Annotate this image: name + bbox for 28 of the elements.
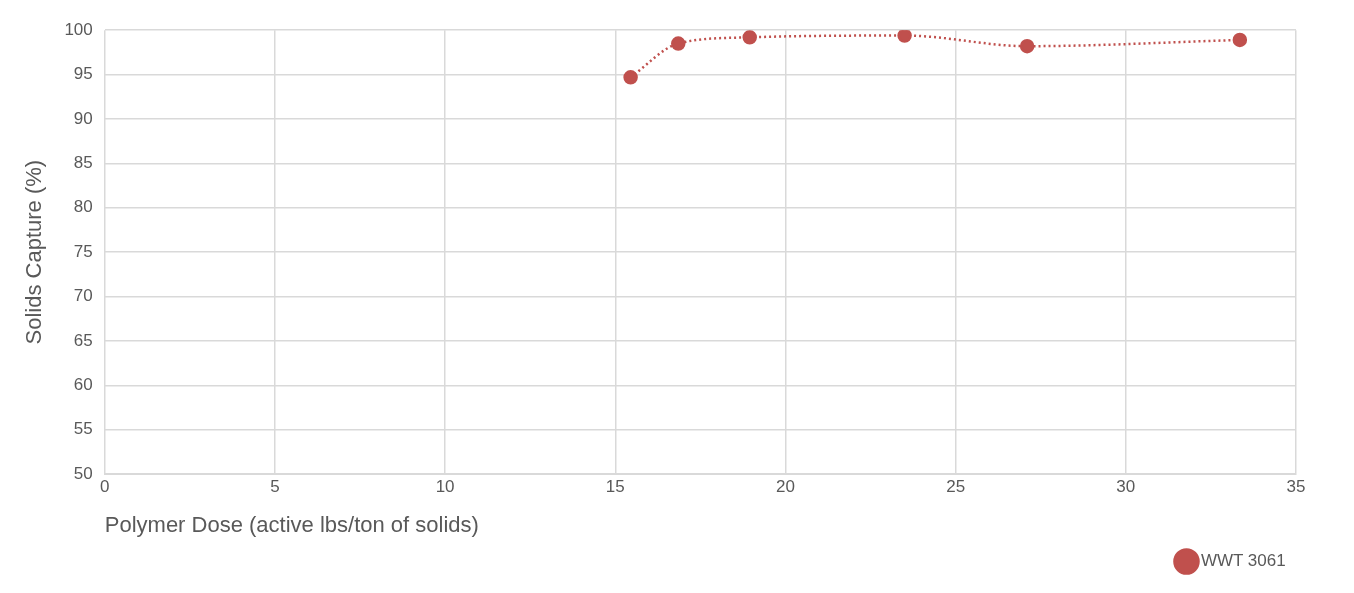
point	[742, 30, 757, 45]
y-tick-label: 50	[73, 463, 93, 483]
point	[623, 70, 638, 85]
x-tick-label: 25	[946, 477, 966, 497]
point	[897, 30, 912, 43]
point	[1019, 38, 1035, 54]
x-tick-label: 35	[1286, 477, 1306, 497]
y-tick-label: 55	[73, 419, 93, 439]
x-tick-label: 0	[100, 477, 110, 497]
y-tick-label: 100	[64, 19, 93, 39]
y-tick-label: 75	[73, 241, 93, 261]
x-tick-label: 30	[1116, 477, 1136, 497]
y-tick-label: 70	[73, 286, 93, 306]
x-tick-label: 15	[605, 477, 625, 497]
legend-label: WWT 3061	[1200, 551, 1286, 571]
y-tick-label: 80	[73, 197, 93, 217]
point	[1232, 32, 1248, 48]
x-tick-label: 20	[776, 477, 795, 497]
point	[671, 36, 686, 51]
y-tick-label: 95	[73, 64, 93, 84]
y-tick-label: 60	[73, 375, 93, 395]
x-axis-title: Polymer Dose (active lbs/ton of solids)	[104, 511, 479, 537]
y-tick-label: 65	[73, 330, 93, 350]
x-tick-label: 5	[270, 477, 280, 497]
y-axis-title: Solids Capture (%)	[21, 159, 47, 345]
y-tick-label: 90	[73, 108, 93, 128]
y-tick-label: 85	[73, 153, 93, 173]
x-tick-label: 10	[435, 477, 455, 497]
